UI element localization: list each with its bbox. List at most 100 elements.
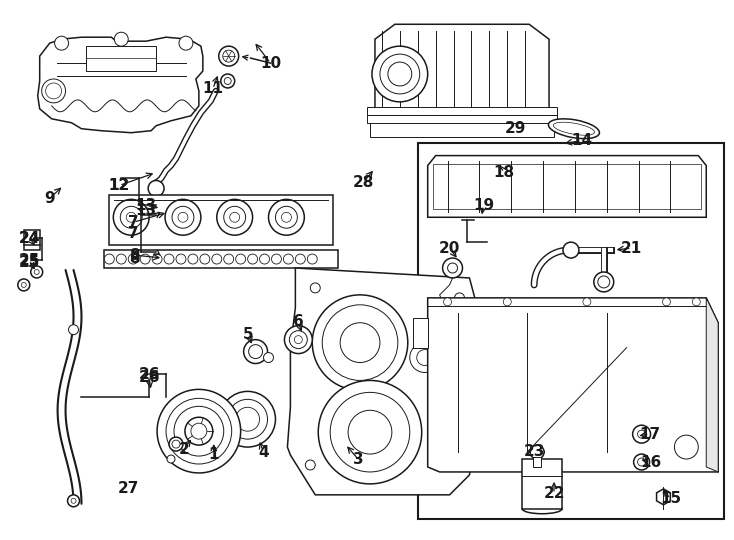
Bar xyxy=(367,107,557,115)
Circle shape xyxy=(153,206,165,218)
Circle shape xyxy=(185,417,213,445)
Circle shape xyxy=(675,435,698,459)
Circle shape xyxy=(692,298,700,306)
Circle shape xyxy=(219,46,239,66)
Text: 15: 15 xyxy=(660,491,681,507)
Circle shape xyxy=(443,298,451,306)
Circle shape xyxy=(348,410,392,454)
Circle shape xyxy=(269,199,305,235)
Text: 10: 10 xyxy=(260,56,281,71)
Text: 23: 23 xyxy=(523,443,545,458)
Circle shape xyxy=(633,425,650,443)
Circle shape xyxy=(222,50,235,62)
Circle shape xyxy=(417,349,432,366)
Polygon shape xyxy=(288,268,477,495)
Circle shape xyxy=(663,298,670,306)
Circle shape xyxy=(340,323,380,362)
Circle shape xyxy=(410,342,440,373)
Polygon shape xyxy=(428,156,706,217)
Text: 26: 26 xyxy=(139,367,160,382)
Polygon shape xyxy=(413,318,428,348)
Ellipse shape xyxy=(522,454,562,464)
Circle shape xyxy=(308,254,317,264)
Text: 20: 20 xyxy=(439,241,460,255)
Circle shape xyxy=(140,254,150,264)
Text: 7: 7 xyxy=(128,226,139,241)
Circle shape xyxy=(34,269,39,274)
Text: 4: 4 xyxy=(258,444,269,460)
Circle shape xyxy=(295,254,305,264)
Circle shape xyxy=(236,254,246,264)
Circle shape xyxy=(152,254,162,264)
Circle shape xyxy=(212,254,222,264)
Polygon shape xyxy=(657,489,670,505)
Circle shape xyxy=(281,212,291,222)
Text: 17: 17 xyxy=(639,427,660,442)
Text: 18: 18 xyxy=(494,165,515,180)
Text: 8: 8 xyxy=(129,247,139,262)
Circle shape xyxy=(310,283,320,293)
Circle shape xyxy=(247,254,258,264)
Ellipse shape xyxy=(522,504,562,514)
Circle shape xyxy=(148,180,164,197)
Bar xyxy=(367,115,557,123)
Circle shape xyxy=(54,36,68,50)
Text: 21: 21 xyxy=(621,241,642,255)
Text: 16: 16 xyxy=(640,455,661,469)
Circle shape xyxy=(172,440,180,448)
Text: 5: 5 xyxy=(243,327,254,342)
Polygon shape xyxy=(706,298,718,472)
Text: 29: 29 xyxy=(504,122,526,136)
Ellipse shape xyxy=(553,122,595,135)
Circle shape xyxy=(638,430,646,438)
Circle shape xyxy=(164,254,174,264)
Circle shape xyxy=(176,254,186,264)
Circle shape xyxy=(188,254,198,264)
Text: 8: 8 xyxy=(129,251,139,266)
Bar xyxy=(370,109,554,137)
Circle shape xyxy=(449,450,459,460)
Circle shape xyxy=(322,305,398,380)
Circle shape xyxy=(165,199,201,235)
Circle shape xyxy=(46,83,62,99)
Circle shape xyxy=(583,298,591,306)
Circle shape xyxy=(68,495,79,507)
Text: 1: 1 xyxy=(208,447,219,462)
Circle shape xyxy=(264,353,274,362)
Circle shape xyxy=(128,254,138,264)
Text: 9: 9 xyxy=(44,191,55,206)
Circle shape xyxy=(174,406,224,456)
Circle shape xyxy=(224,254,233,264)
Circle shape xyxy=(305,460,316,470)
Circle shape xyxy=(230,212,240,222)
Text: 2: 2 xyxy=(178,442,189,457)
Polygon shape xyxy=(37,37,203,133)
Text: 3: 3 xyxy=(353,451,363,467)
Bar xyxy=(533,457,541,467)
Text: 25: 25 xyxy=(19,253,40,267)
Bar xyxy=(23,230,40,250)
Text: 13: 13 xyxy=(136,203,156,218)
Text: 11: 11 xyxy=(203,82,223,97)
Polygon shape xyxy=(375,24,549,111)
Circle shape xyxy=(115,32,128,46)
Circle shape xyxy=(563,242,579,258)
Text: 12: 12 xyxy=(109,178,130,193)
Circle shape xyxy=(388,62,412,86)
Circle shape xyxy=(633,454,650,470)
Circle shape xyxy=(191,423,207,439)
Circle shape xyxy=(21,282,26,287)
Circle shape xyxy=(372,46,428,102)
Circle shape xyxy=(504,298,512,306)
Circle shape xyxy=(319,380,422,484)
Text: 26: 26 xyxy=(139,370,160,385)
Circle shape xyxy=(225,78,231,84)
Circle shape xyxy=(448,263,457,273)
Circle shape xyxy=(166,399,232,464)
Bar xyxy=(109,195,333,245)
Circle shape xyxy=(221,74,235,88)
Circle shape xyxy=(249,345,263,359)
Circle shape xyxy=(68,325,79,335)
Circle shape xyxy=(157,389,241,473)
Text: 24: 24 xyxy=(19,231,40,246)
